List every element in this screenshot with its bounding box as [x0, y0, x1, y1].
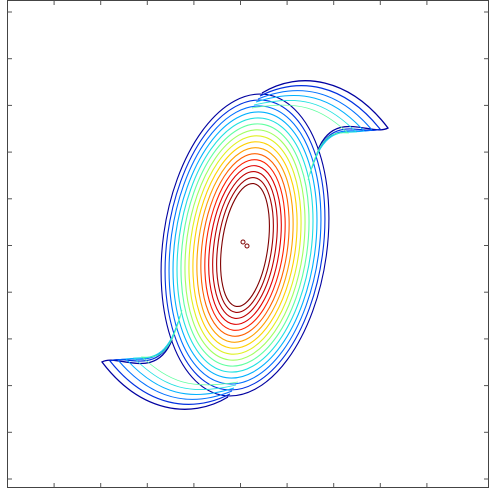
contour-line — [200, 153, 290, 337]
contour-line — [184, 129, 306, 361]
contour-line — [220, 182, 270, 308]
contour-line — [196, 147, 294, 343]
contour-line — [212, 171, 278, 319]
contour-peak — [240, 239, 246, 245]
ticks — [7, 0, 489, 488]
contour-line — [176, 117, 314, 373]
contour-line — [172, 111, 318, 379]
contour-arm — [253, 99, 357, 175]
contour-peak — [244, 243, 250, 249]
contour-line — [164, 99, 326, 391]
contour-arm — [261, 80, 389, 151]
contour-line — [180, 123, 310, 367]
contour-arm — [133, 315, 237, 391]
contour-line — [204, 159, 286, 331]
contour-arm — [140, 309, 239, 386]
contour-arm — [109, 333, 231, 405]
contour-arm — [259, 85, 381, 157]
contour-line — [216, 177, 274, 313]
contour-line — [208, 165, 282, 325]
contours — [101, 80, 389, 410]
contour-arm — [101, 339, 229, 410]
contour-line — [188, 135, 302, 355]
contour-arm — [251, 104, 350, 181]
contour-line — [192, 141, 298, 349]
contour-line — [160, 93, 330, 397]
